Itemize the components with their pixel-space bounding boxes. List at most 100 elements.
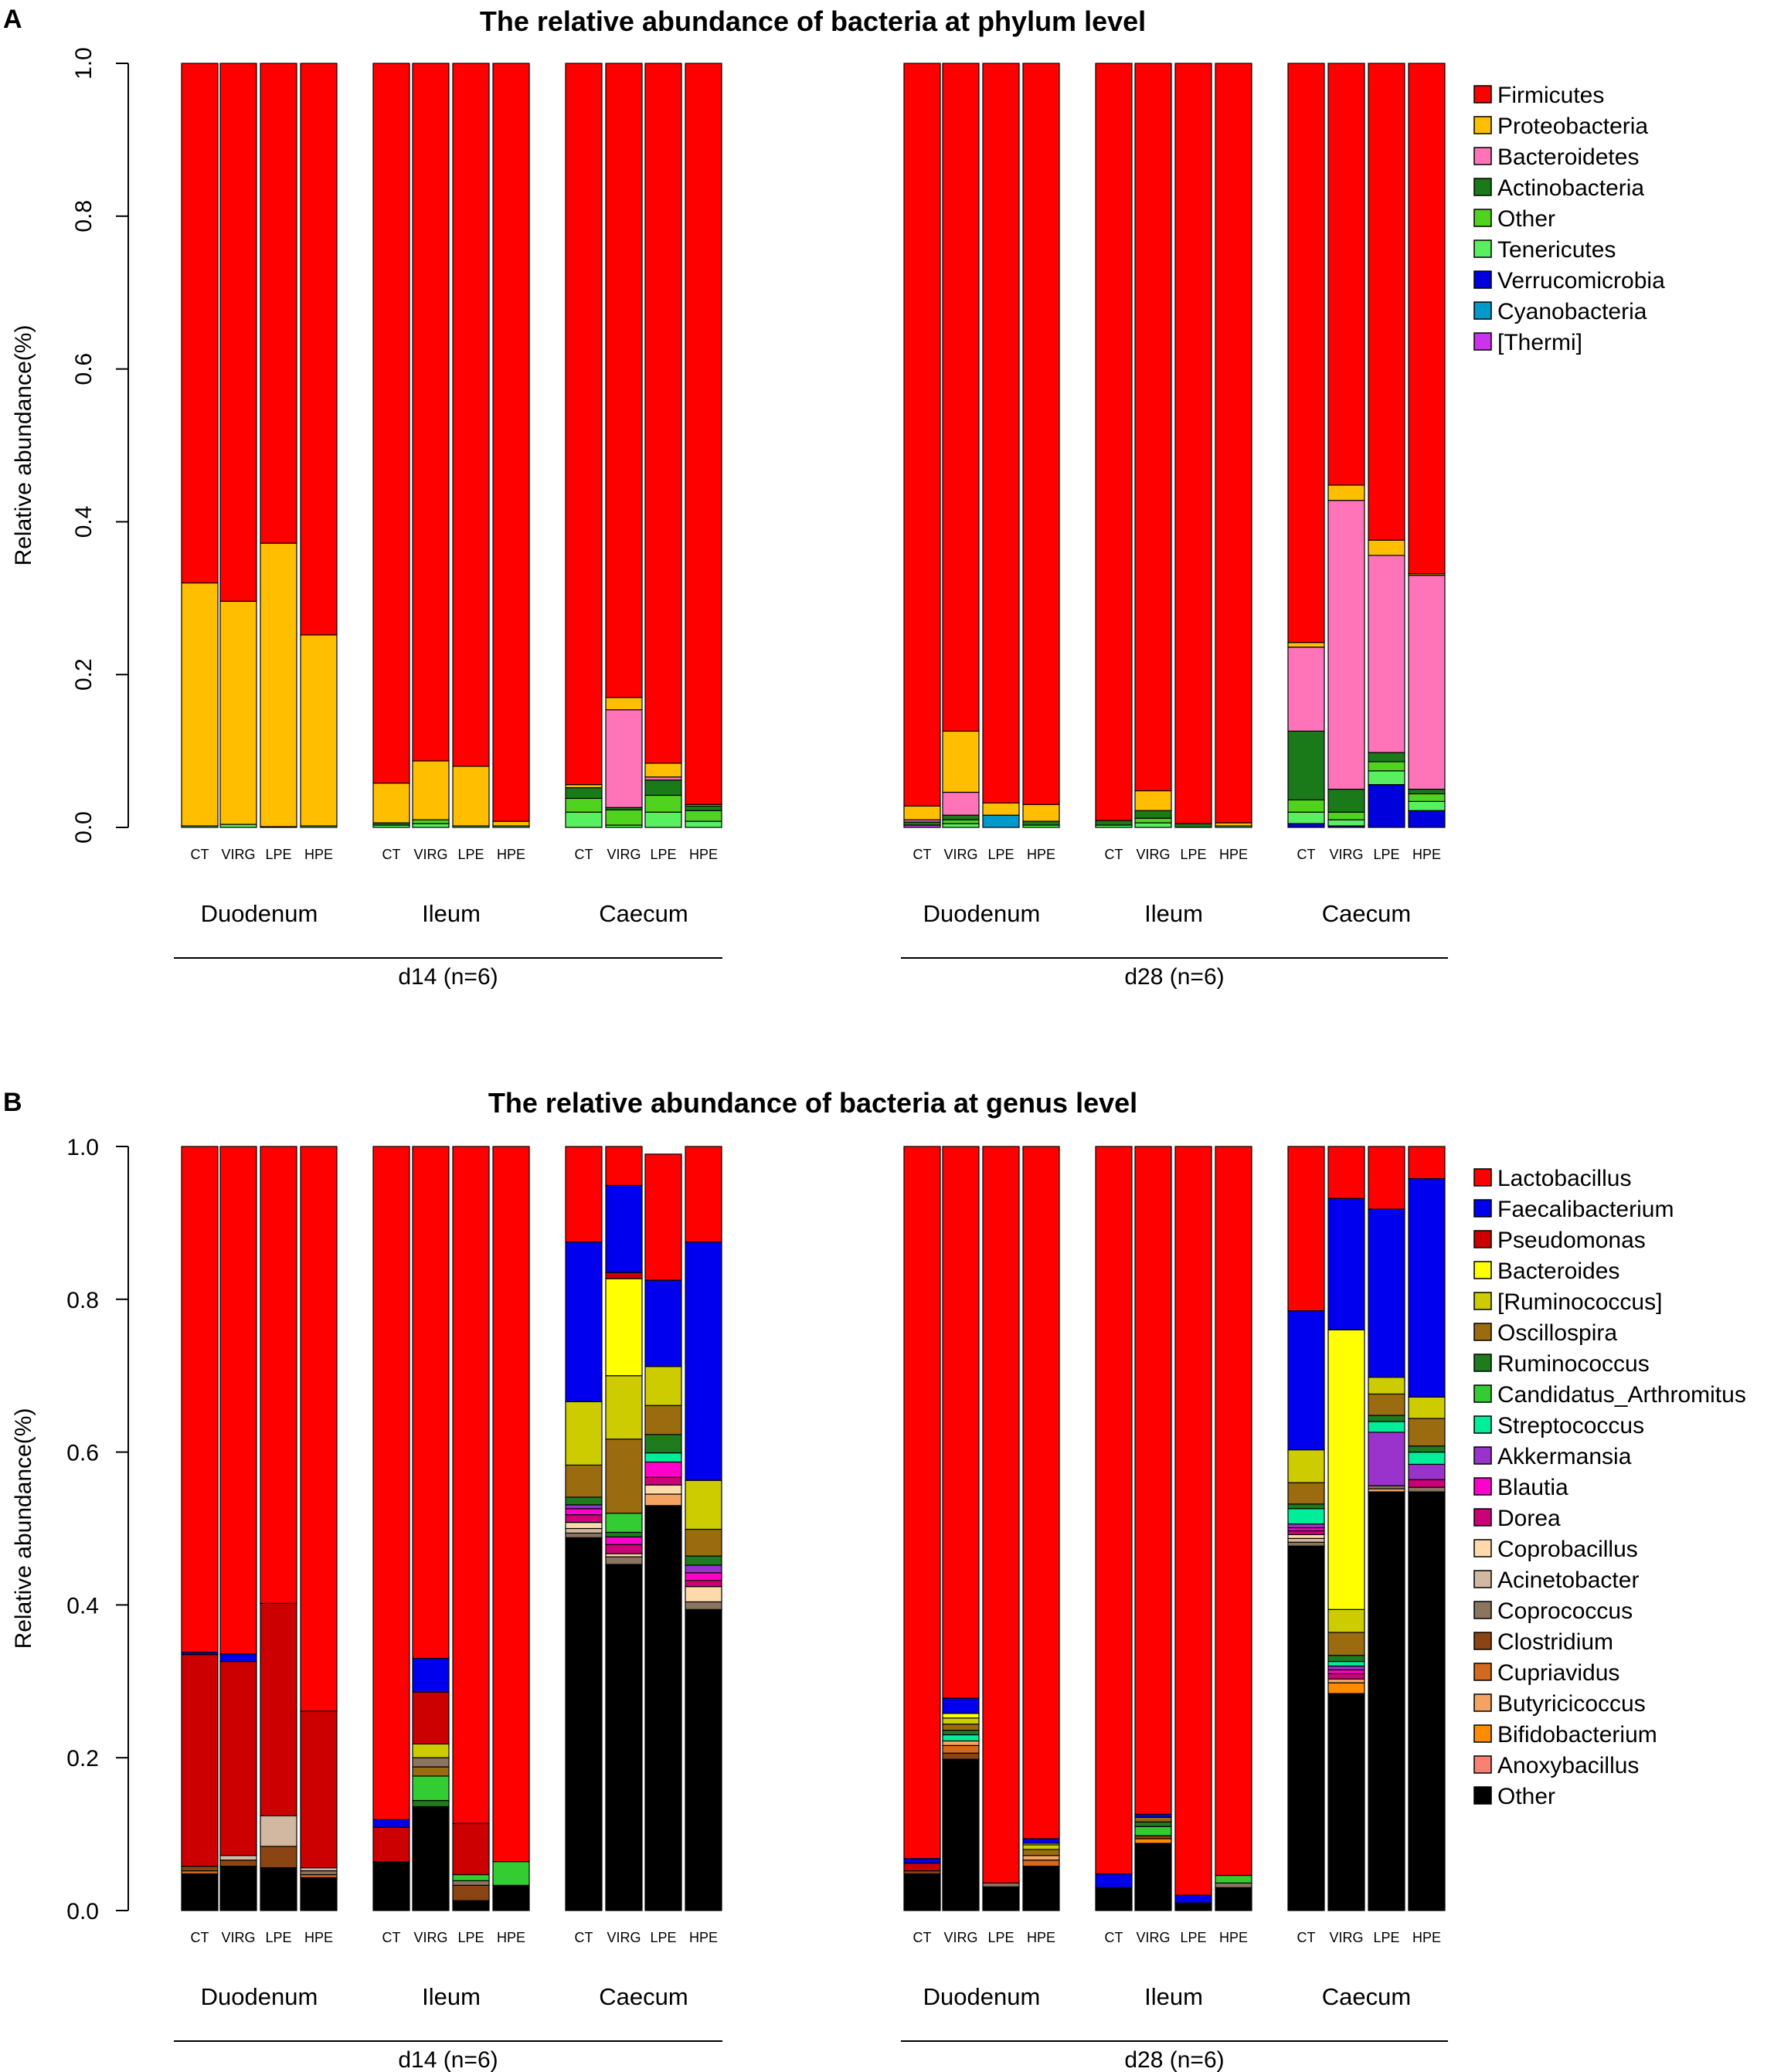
- chart-title: The relative abundance of bacteria at ge…: [488, 1087, 1137, 1119]
- bar-segment-firmicutes: [685, 63, 722, 805]
- bar-segment-actinobacteria: [1327, 788, 1365, 813]
- bar-segment-proteobacteria: [1134, 790, 1172, 811]
- bar-segment-actinobacteria: [1408, 788, 1446, 795]
- bar-segment-other: [644, 794, 682, 813]
- treatment-label: CT: [1105, 847, 1123, 862]
- legend-swatch: [1473, 1663, 1492, 1681]
- bar-segment-lactobacillus: [300, 1146, 338, 1712]
- bar-segment-other: [1368, 1491, 1405, 1911]
- bar-segment-actinobacteria: [1022, 820, 1060, 826]
- bar-segment-coprobacillus: [1287, 1534, 1325, 1539]
- legend-label: Streptococcus: [1497, 1413, 1644, 1439]
- legend-label: Acinetobacter: [1497, 1568, 1639, 1593]
- bar-segment-other: [1327, 1693, 1365, 1911]
- treatment-label: LPE: [265, 1930, 291, 1945]
- legend-label: Firmicutes: [1497, 83, 1604, 108]
- legend-swatch: [1473, 1292, 1492, 1310]
- site-label: Duodenum: [201, 1983, 318, 2010]
- bar-segment-acinetobacter: [219, 1855, 257, 1861]
- legend-label: Clostridium: [1497, 1629, 1613, 1655]
- bar-segment-other: [644, 1505, 682, 1911]
- bar-segment-faecalibacterium: [372, 1819, 410, 1828]
- legend-swatch: [1473, 1477, 1492, 1496]
- bar-segment-clostridium: [452, 1884, 490, 1901]
- site-label: Ileum: [422, 900, 481, 927]
- bar-segment-pseudomonas: [372, 1826, 410, 1863]
- bar-segment-other: [942, 819, 980, 824]
- bar-segment-cupriavidus: [1022, 1860, 1060, 1867]
- bar-segment-oscillospira: [1408, 1418, 1446, 1447]
- bar-segment-actinobacteria: [1368, 752, 1405, 763]
- y-tick-label: 0.8: [66, 1288, 99, 1313]
- bar-segment-firmicutes: [565, 63, 603, 786]
- bar-segment-tenericutes: [1327, 819, 1365, 827]
- bar-segment-tenericutes: [1134, 822, 1172, 828]
- treatment-label: LPE: [1180, 1930, 1206, 1945]
- bar-segment-firmicutes: [1134, 63, 1172, 792]
- bar-segment-lactobacillus: [685, 1146, 722, 1243]
- legend-swatch: [1473, 1786, 1492, 1805]
- bar-segment-other: [300, 1877, 338, 1911]
- bar-segment-ruminococcus: [942, 1717, 980, 1725]
- bar-segment-lactobacillus: [1134, 1146, 1172, 1815]
- treatment-label: VIRG: [607, 1930, 641, 1945]
- bar-segment-lactobacillus: [260, 1146, 297, 1605]
- bar-segment-actinobacteria: [685, 805, 722, 811]
- bar-segment-other: [1022, 1866, 1060, 1911]
- bar-segment-other: [685, 810, 722, 822]
- bar-segment-verrucomicrobia: [1368, 784, 1405, 828]
- legend-swatch: [1473, 1508, 1492, 1527]
- bar-segment-dorea: [565, 1514, 603, 1523]
- bar-segment-lactobacillus: [1327, 1146, 1365, 1199]
- legend-label: Candidatus_Arthromitus: [1497, 1382, 1746, 1408]
- bar-segment-candidatus-arthromitus: [1215, 1874, 1252, 1883]
- legend-label: Pseudomonas: [1497, 1228, 1646, 1253]
- treatment-label: VIRG: [1329, 1930, 1363, 1945]
- bar-segment-oscillospira: [565, 1464, 603, 1498]
- bar-segment-lactobacillus: [452, 1146, 490, 1824]
- site-label: Duodenum: [923, 900, 1041, 927]
- bar-segment-other: [492, 1884, 530, 1911]
- legend-swatch: [1473, 147, 1492, 165]
- legend-swatch: [1473, 239, 1492, 258]
- bar-segment-candidatus-arthromitus: [492, 1861, 530, 1886]
- bar-segment-other: [605, 1564, 643, 1911]
- bar-segment-other: [1215, 1887, 1252, 1911]
- bar-segment-ruminococcus: [1022, 1844, 1060, 1850]
- bar-segment-streptococcus: [644, 1452, 682, 1463]
- bar-segment-firmicutes: [181, 63, 219, 584]
- bar-segment-oscillospira: [1134, 1816, 1172, 1822]
- bar-segment-firmicutes: [412, 63, 450, 762]
- bar-segment-oscillospira: [605, 1439, 643, 1514]
- bar-segment-ruminococcus: [1408, 1396, 1446, 1419]
- bar-segment-faecalibacterium: [219, 1653, 257, 1663]
- bar-segment-faecalibacterium: [903, 1858, 941, 1864]
- legend-swatch: [1473, 1384, 1492, 1403]
- bar-segment-coprobacillus: [644, 1484, 682, 1495]
- bar-segment-ruminococcus: [1287, 1503, 1325, 1510]
- bar-segment-candidatus-arthromitus: [412, 1775, 450, 1802]
- bar-segment-lactobacillus: [942, 1146, 980, 1699]
- bar-segment-other: [565, 797, 603, 813]
- bar-segment-butyricicoccus: [1327, 1678, 1365, 1683]
- bar-segment-proteobacteria: [412, 760, 450, 820]
- bar-segment-ruminococcus: [942, 1729, 980, 1736]
- bar-segment-lactobacillus: [565, 1146, 603, 1243]
- treatment-label: VIRG: [943, 1930, 977, 1945]
- bar-segment-other: [565, 1537, 603, 1911]
- bar-segment-pseudomonas: [452, 1822, 490, 1876]
- bar-segment-faecalibacterium: [605, 1184, 643, 1273]
- bar-segment-akkermansia: [685, 1564, 722, 1574]
- bar-segment-proteobacteria: [219, 600, 257, 825]
- treatment-label: CT: [1297, 1930, 1316, 1945]
- bar-segment-ruminococcus: [1327, 1655, 1365, 1663]
- bar-segment-proteobacteria: [300, 634, 338, 827]
- legend-swatch: [1473, 116, 1492, 134]
- bar-segment-other: [219, 1866, 257, 1911]
- site-label: Caecum: [1322, 1983, 1411, 2010]
- bar-segment-ruminococcus: [412, 1743, 450, 1758]
- bar-segment-firmicutes: [1368, 63, 1405, 541]
- treatment-label: HPE: [497, 1930, 525, 1945]
- bar-segment-pseudomonas: [903, 1863, 941, 1872]
- bar-segment-streptococcus: [1368, 1421, 1405, 1433]
